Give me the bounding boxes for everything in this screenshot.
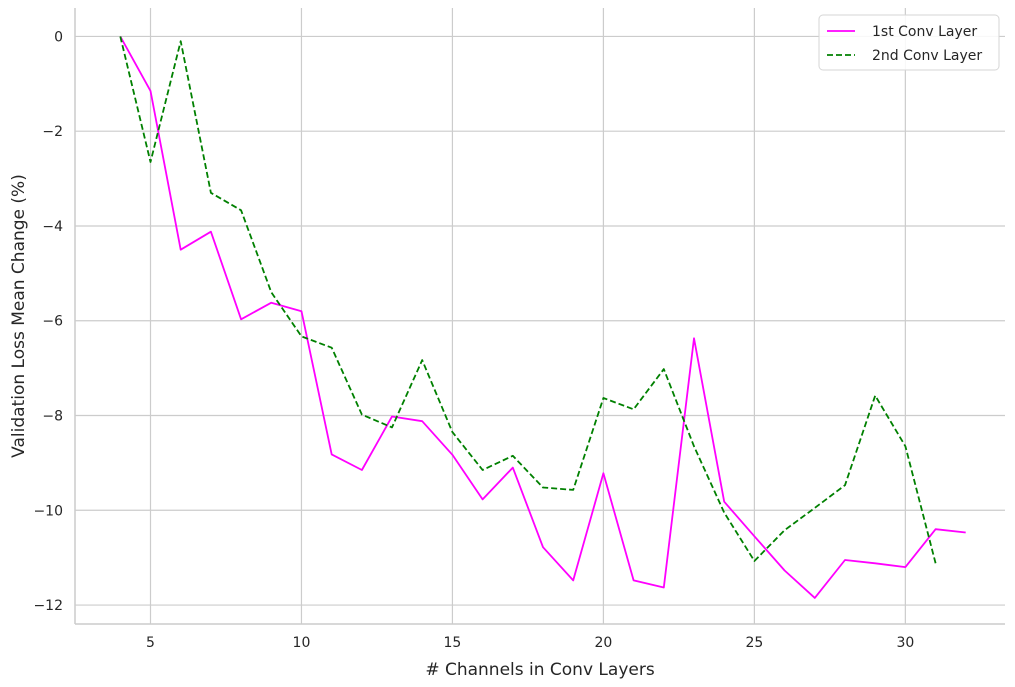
y-axis-label: Validation Loss Mean Change (%) — [9, 174, 29, 458]
legend-label: 1st Conv Layer — [872, 24, 977, 40]
x-tick-label: 15 — [444, 635, 462, 651]
series-lines — [119, 35, 966, 599]
x-tick-label: 25 — [745, 635, 763, 651]
series-line-1 — [119, 35, 966, 599]
y-tick-label: −12 — [33, 598, 63, 614]
x-tick-label: 10 — [293, 635, 311, 651]
y-tick-label: −4 — [42, 219, 63, 235]
y-tick-label: −6 — [42, 314, 63, 330]
series-line-2 — [119, 36, 937, 564]
legend: 1st Conv Layer 2nd Conv Layer — [818, 14, 1000, 71]
tick-labels: 5 10 15 20 25 30 0 −2 −4 −6 −8 −10 −12 — [33, 29, 914, 651]
x-axis-label: # Channels in Conv Layers — [425, 660, 655, 680]
legend-label: 2nd Conv Layer — [872, 48, 982, 64]
x-tick-label: 5 — [146, 635, 155, 651]
grid — [75, 8, 1005, 624]
y-tick-label: −8 — [42, 409, 63, 425]
y-tick-label: 0 — [54, 29, 63, 45]
x-tick-label: 30 — [896, 635, 914, 651]
axes — [74, 8, 1005, 625]
y-tick-label: −10 — [33, 503, 63, 519]
y-tick-label: −2 — [42, 124, 63, 140]
x-tick-label: 20 — [594, 635, 612, 651]
legend-box — [818, 14, 1000, 71]
